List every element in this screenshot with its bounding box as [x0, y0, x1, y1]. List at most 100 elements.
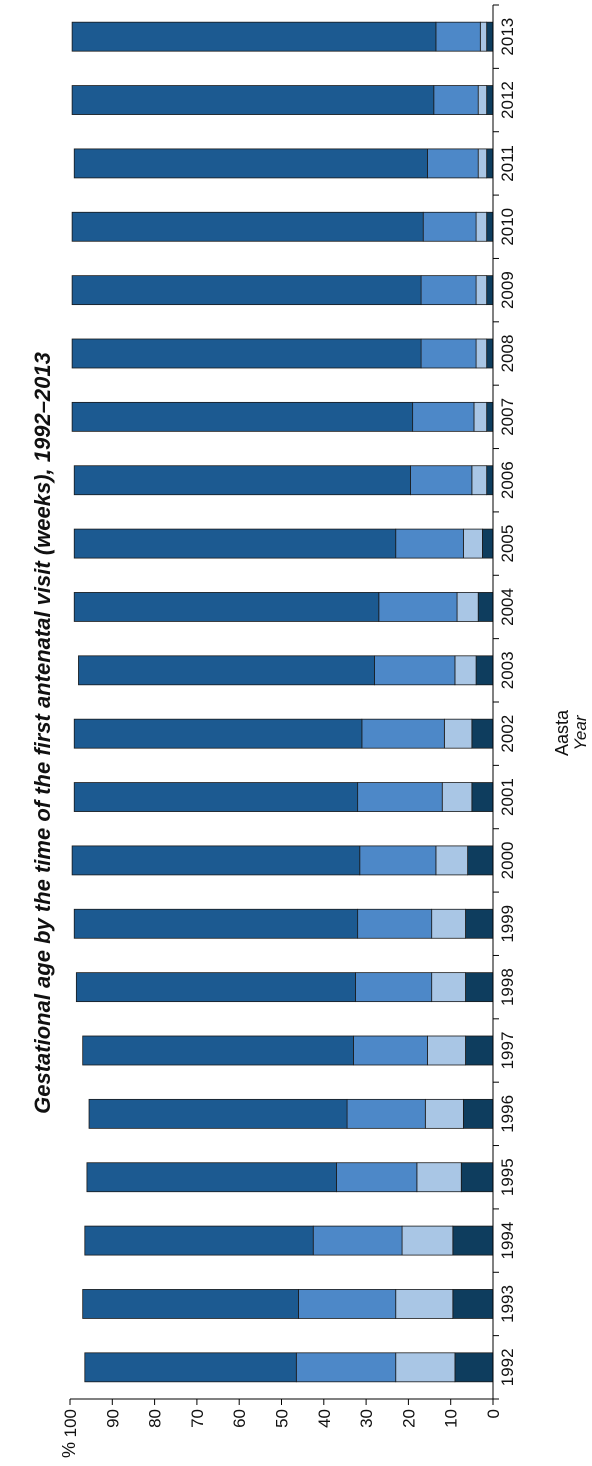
bar-segment-2003-s4: [78, 655, 375, 686]
value-tick-label: 100: [61, 1409, 80, 1437]
chart-title: Gestational age by the time of the first…: [30, 352, 55, 1114]
bar-segment-2012-s4: [71, 85, 435, 115]
value-tick-label: 80: [146, 1409, 165, 1428]
bar-segment-2000-s2: [435, 845, 469, 876]
bar-segment-1997-s1: [465, 1035, 494, 1066]
bar-segment-1998-s4: [75, 972, 356, 1003]
bar-segment-2013-s1: [486, 21, 494, 52]
bar-segment-2013-s4: [71, 21, 437, 52]
category-tick-label: 2007: [498, 398, 517, 436]
bar-segment-2010-s1: [486, 211, 494, 242]
bar-segment-2009-s2: [475, 275, 488, 306]
bar-segment-2005-s3: [395, 528, 464, 559]
bar-segment-2001-s2: [441, 782, 473, 812]
category-axis-label: Aasta: [552, 709, 572, 756]
bar-segment-2005-s1: [482, 528, 494, 559]
bar-segment-2006-s4: [73, 465, 411, 496]
bar-segment-1993-s4: [82, 1289, 299, 1319]
bar-segment-2000-s3: [359, 845, 437, 876]
bar-segment-1999-s1: [465, 908, 494, 939]
category-tick-label: 2012: [498, 81, 517, 119]
bar-segment-2013-s2: [479, 21, 488, 52]
bar-segment-1994-s3: [312, 1225, 403, 1256]
bar-segment-1996-s1: [462, 1098, 494, 1129]
bar-segment-2000-s1: [467, 845, 494, 876]
bar-segment-2009-s1: [486, 275, 494, 306]
category-tick-label: 1996: [498, 1095, 517, 1133]
bar-segment-2002-s4: [73, 718, 363, 749]
bar-segment-2006-s3: [410, 465, 473, 496]
bar-segment-1992-s2: [395, 1352, 456, 1383]
value-tick-label: 30: [357, 1409, 376, 1428]
bar-segment-1993-s2: [395, 1289, 454, 1319]
bar-segment-1994-s2: [401, 1225, 454, 1256]
bar-segment-1995-s4: [86, 1162, 337, 1193]
category-tick-label: 2009: [498, 271, 517, 309]
bar-segment-2002-s1: [471, 718, 494, 749]
category-tick-label: 1998: [498, 968, 517, 1006]
bar-segment-1998-s2: [431, 972, 466, 1003]
value-tick-label: 70: [188, 1409, 207, 1428]
bar-segment-2008-s2: [475, 338, 488, 369]
bar-segment-1996-s4: [88, 1098, 348, 1129]
category-tick-label: 1993: [498, 1285, 517, 1323]
category-tick-label: 1999: [498, 905, 517, 943]
bar-segment-2000-s4: [71, 845, 361, 876]
bar-segment-2006-s2: [471, 465, 488, 496]
bar-segment-1996-s3: [346, 1098, 426, 1129]
value-tick-label: 50: [273, 1409, 292, 1428]
bar-segment-2010-s2: [475, 211, 488, 242]
bar-segment-2009-s4: [71, 275, 422, 306]
bar-segment-2002-s3: [361, 718, 445, 749]
bar-segment-2004-s4: [73, 592, 380, 622]
bar-segment-2009-s3: [420, 275, 477, 306]
bar-segment-2007-s2: [473, 401, 488, 432]
bar-segment-2001-s3: [357, 782, 443, 812]
bar-segment-2011-s4: [73, 148, 428, 179]
category-tick-label: 2006: [498, 461, 517, 499]
category-tick-label: 2004: [498, 588, 517, 626]
plot-area: [71, 21, 494, 1383]
value-axis: 0 10 20 30 40 50 60 70 80 90 100: [61, 1398, 503, 1437]
category-tick-label: 2003: [498, 651, 517, 689]
bar-segment-1996-s2: [424, 1098, 464, 1129]
bar-segment-2008-s3: [420, 338, 477, 369]
category-tick-label: 2001: [498, 778, 517, 816]
bar-segment-2005-s4: [73, 528, 397, 559]
bar-segment-2001-s1: [471, 782, 494, 812]
bar-segment-2011-s2: [477, 148, 488, 179]
bar-segment-1995-s3: [336, 1162, 418, 1193]
category-tick-label: 2002: [498, 715, 517, 753]
bar-segment-1997-s3: [353, 1035, 428, 1066]
bar-segment-2003-s3: [374, 655, 456, 686]
category-tick-label: 2010: [498, 208, 517, 246]
bar-segment-1993-s3: [298, 1289, 397, 1319]
value-axis-label: %: [59, 1442, 79, 1458]
bar-segment-2010-s3: [422, 211, 477, 242]
category-axis-label-en: Year: [571, 714, 590, 750]
bar-segment-1999-s3: [357, 908, 433, 939]
category-tick-label: 2000: [498, 841, 517, 879]
bar-segment-2007-s1: [486, 401, 494, 432]
bar-segment-2012-s2: [477, 85, 488, 115]
bar-segment-2008-s4: [71, 338, 422, 369]
bar-segment-2004-s3: [378, 592, 458, 622]
bar-segment-2011-s1: [486, 148, 494, 179]
bar-segment-2004-s2: [456, 592, 479, 622]
value-tick-label: 10: [442, 1409, 461, 1428]
bar-segment-1995-s1: [460, 1162, 494, 1193]
bar-segment-2004-s1: [477, 592, 494, 622]
category-axis: 1992 1993 1994 1995 1996 1997 1998 1999 2000 2001…: [492, 4, 517, 1400]
value-tick-label: 0: [484, 1409, 503, 1418]
bar-segment-1993-s1: [452, 1289, 494, 1319]
bar-segment-2003-s1: [475, 655, 494, 686]
bar-segment-1992-s3: [295, 1352, 397, 1383]
value-tick-label: 20: [399, 1409, 418, 1428]
bar-segment-1998-s3: [355, 972, 433, 1003]
bar-segment-1999-s2: [431, 908, 466, 939]
bar-segment-2008-s1: [486, 338, 494, 369]
bar-segment-2007-s3: [412, 401, 475, 432]
value-tick-label: 40: [315, 1409, 334, 1428]
bar-segment-2007-s4: [71, 401, 414, 432]
category-tick-label: 1995: [498, 1158, 517, 1196]
